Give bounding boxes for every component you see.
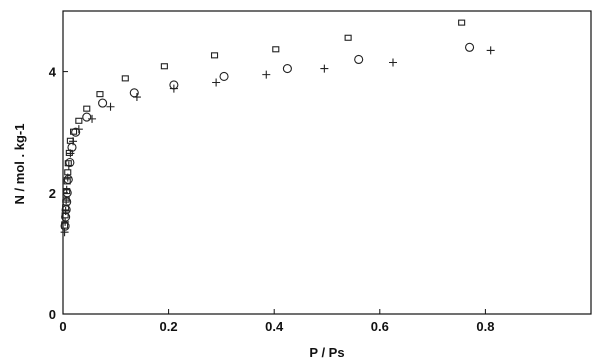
circle-point [65,157,75,168]
x-tick-label: 0.8 [476,319,494,334]
plus-point [63,173,72,182]
square-point [272,46,280,53]
circle-point [354,54,364,65]
plus-point [62,185,71,194]
plus-point [66,149,75,158]
square-point [458,19,466,26]
plus-point [320,64,329,73]
x-axis-title: P / Ps [309,345,344,360]
plus-point [106,102,115,111]
plus-point [74,125,83,134]
plot-frame [62,10,592,315]
plus-point [62,196,71,205]
x-tick-label: 0.6 [371,319,389,334]
circle-point [67,142,77,152]
x-axis-ticks: 0 0.2 0.4 0.6 0.8 [59,309,494,334]
circle-point [82,112,92,122]
plus-point [389,58,397,67]
y-tick-label: 4 [49,65,57,80]
circle-point [71,127,81,137]
circle-point [282,64,292,74]
square-point [96,91,104,98]
square-point [75,117,83,124]
circle-point [219,71,229,81]
data-marks [60,19,495,237]
square-point [83,105,91,112]
x-tick-label: 0.4 [265,319,284,334]
plus-point [212,78,221,87]
square-point [210,52,219,59]
plus-point [132,93,141,102]
plus-point [69,137,78,146]
plus-point [60,228,69,237]
plus-point [262,70,271,79]
square-point [121,75,129,82]
plus-point [169,84,178,93]
square-point [344,34,352,41]
y-axis-title: N / mol . kg-1 [12,124,27,205]
plus-point [88,114,97,123]
y-tick-label: 2 [49,186,56,201]
plus-point [61,206,70,215]
plus-point [486,46,495,55]
x-tick-label: 0 [59,319,66,334]
x-tick-label: 0.2 [160,319,178,334]
plus-point [61,217,70,226]
square-point [160,63,168,70]
plus-point [64,161,73,170]
y-tick-label: 0 [49,307,56,322]
circle-point [98,98,108,108]
circle-point [465,42,475,52]
